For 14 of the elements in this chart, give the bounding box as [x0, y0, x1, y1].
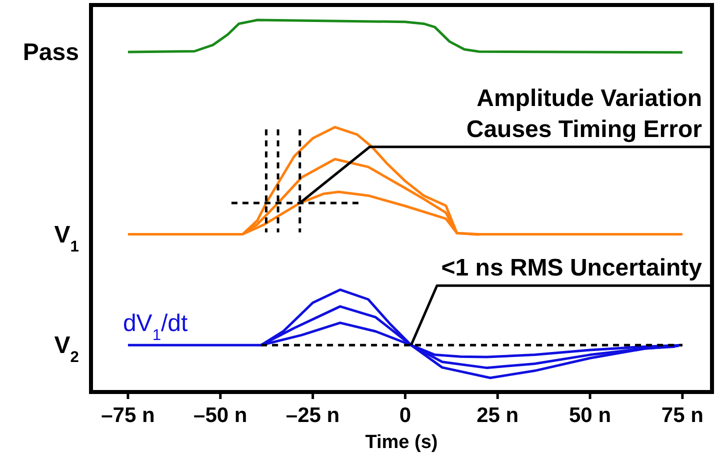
x-tick-label: –75 n [101, 404, 155, 427]
x-tick-label: –25 n [286, 404, 340, 427]
x-tick-label: 25 n [476, 404, 519, 427]
text: V$_{1}$ [54, 221, 80, 255]
annotation: <1 ns RMS Uncertainty [441, 254, 703, 282]
series-label: dV$_{1}$/dt [122, 310, 188, 344]
annotation: Amplitude Variation Causes Timing Error [466, 84, 702, 143]
text: V$_{2}$ [54, 332, 80, 366]
x-tick-label: 0 [399, 404, 412, 427]
x-tick-label: –50 n [194, 404, 248, 427]
x-axis-title: Time (s) [365, 432, 438, 453]
x-tick-label: 50 n [569, 404, 612, 427]
text: Pass [22, 38, 79, 66]
x-tick-label: 75 n [661, 404, 704, 427]
